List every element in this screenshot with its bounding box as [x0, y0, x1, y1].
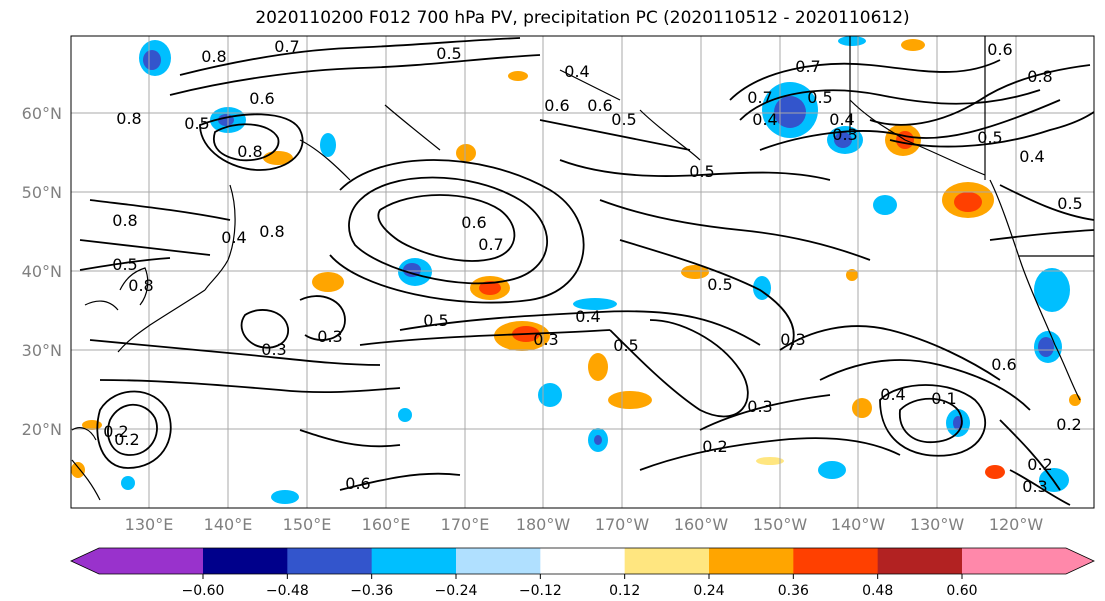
contour-label: 0.6 [991, 355, 1016, 374]
contour-label: 0.4 [564, 62, 589, 81]
contour-label: 0.3 [780, 330, 805, 349]
contour-label: 0.8 [1027, 67, 1052, 86]
contour-label: 0.4 [880, 385, 905, 404]
contour-label: 0.2 [1056, 415, 1081, 434]
contour-label: 0.5 [436, 44, 461, 63]
colorbar-tick-label: 0.60 [946, 583, 977, 599]
colorbar-tick-label: −0.12 [519, 583, 562, 599]
coastlines [71, 36, 1094, 501]
contour-label: 0.5 [613, 336, 638, 355]
longitude-labels: 130°E 140°E 150°E 160°E 170°E 180°W 170°… [125, 515, 1044, 534]
contour-label: 0.8 [237, 142, 262, 161]
lat-label: 20°N [22, 420, 62, 439]
contour-label: 0.8 [116, 109, 141, 128]
contour-label: 0.5 [689, 162, 714, 181]
colorbar-segment [540, 548, 626, 574]
colorbar-tick-label: 0.12 [609, 583, 640, 599]
contour-label: 0.3 [832, 125, 857, 144]
colorbar-segment [71, 548, 203, 574]
graticule [71, 36, 1094, 508]
contour-label: 0.3 [1022, 477, 1047, 496]
colorbar-segment [371, 548, 457, 574]
colorbar-segment [456, 548, 541, 574]
contour-label: 0.2 [114, 430, 139, 449]
contour-label: 0.4 [829, 110, 854, 129]
contour-label: 0.5 [611, 110, 636, 129]
colorbar-segment [624, 548, 710, 574]
contour-label: 0.1 [931, 389, 956, 408]
lat-label: 60°N [22, 104, 62, 123]
contour-label: 0.6 [249, 89, 274, 108]
lat-label: 30°N [22, 341, 62, 360]
contour-label: 0.5 [184, 114, 209, 133]
lon-label: 170°W [595, 515, 650, 534]
colorbar-segment [962, 548, 1094, 574]
contour-label: 0.3 [317, 327, 342, 346]
contour-label: 0.7 [274, 37, 299, 56]
contour-labels: 0.70.8 0.50.60.40.60.50.80.60.50.80.50.70… [103, 37, 1082, 496]
pv-contours [79, 37, 1095, 506]
contour-label: 0.8 [112, 211, 137, 230]
colorbar-tick-label: 0.48 [862, 583, 893, 599]
contour-label: 0.3 [747, 397, 772, 416]
colorbar-segment [709, 548, 794, 574]
contour-label: 0.8 [201, 47, 226, 66]
latitude-labels: 60°N 50°N 40°N 30°N 20°N [22, 104, 62, 439]
lat-label: 50°N [22, 183, 62, 202]
colorbar-segment [877, 548, 963, 574]
positive-anomaly-patches [71, 39, 1081, 479]
map-background [71, 36, 1094, 508]
contour-label: 0.5 [1057, 194, 1082, 213]
lon-label: 140°E [204, 515, 253, 534]
lon-label: 170°E [441, 515, 490, 534]
lon-label: 150°W [753, 515, 808, 534]
contour-label: 0.8 [128, 276, 153, 295]
contour-label: 0.2 [702, 437, 727, 456]
lon-label: 140°W [831, 515, 886, 534]
lon-label: 180°W [516, 515, 571, 534]
contour-label: 0.6 [587, 96, 612, 115]
contour-label: 0.4 [1019, 147, 1044, 166]
contour-label: 0.5 [707, 275, 732, 294]
lon-label: 160°W [674, 515, 729, 534]
contour-label: 0.8 [259, 222, 284, 241]
lon-label: 130°W [910, 515, 965, 534]
lon-label: 160°E [362, 515, 411, 534]
contour-label: 0.5 [807, 88, 832, 107]
map-title: 2020110200 F012 700 hPa PV, precipitatio… [255, 8, 910, 28]
contour-label: 0.5 [423, 311, 448, 330]
contour-label: 0.7 [747, 88, 772, 107]
colorbar-tick-label: −0.48 [266, 583, 309, 599]
contour-label: 0.6 [461, 213, 486, 232]
lon-label: 120°W [989, 515, 1044, 534]
colorbar-tick-label: 0.24 [693, 583, 724, 599]
contour-label: 0.7 [478, 235, 503, 254]
contour-label: 0.4 [221, 228, 246, 247]
lon-label: 150°E [283, 515, 332, 534]
colorbar-tick-label: −0.36 [350, 583, 393, 599]
contour-label: 0.6 [544, 96, 569, 115]
contour-label: 0.2 [103, 422, 128, 441]
contour-label: 0.6 [987, 40, 1012, 59]
lat-label: 40°N [22, 262, 62, 281]
colorbar-tick-label: 0.36 [778, 583, 809, 599]
contour-label: 0.5 [112, 255, 137, 274]
colorbar-tick-label: −0.24 [435, 583, 478, 599]
colorbar-segment [203, 548, 288, 574]
colorbar-segment [793, 548, 879, 574]
contour-label: 0.4 [575, 307, 600, 326]
contour-label: 0.6 [345, 474, 370, 493]
colorbar-segment [287, 548, 373, 574]
lon-label: 130°E [125, 515, 174, 534]
contour-label: 0.4 [752, 110, 777, 129]
colorbar-tick-label: −0.60 [182, 583, 225, 599]
map-frame [70, 35, 1095, 509]
contour-label: 0.5 [977, 128, 1002, 147]
contour-label: 0.7 [795, 57, 820, 76]
contour-label: 0.3 [533, 330, 558, 349]
contour-label: 0.2 [1027, 455, 1052, 474]
colorbar: −0.60 −0.48 −0.36 −0.24 −0.12 0.12 0.24 0.36 0.4… [70, 547, 1095, 599]
contour-label: 0.3 [261, 340, 286, 359]
